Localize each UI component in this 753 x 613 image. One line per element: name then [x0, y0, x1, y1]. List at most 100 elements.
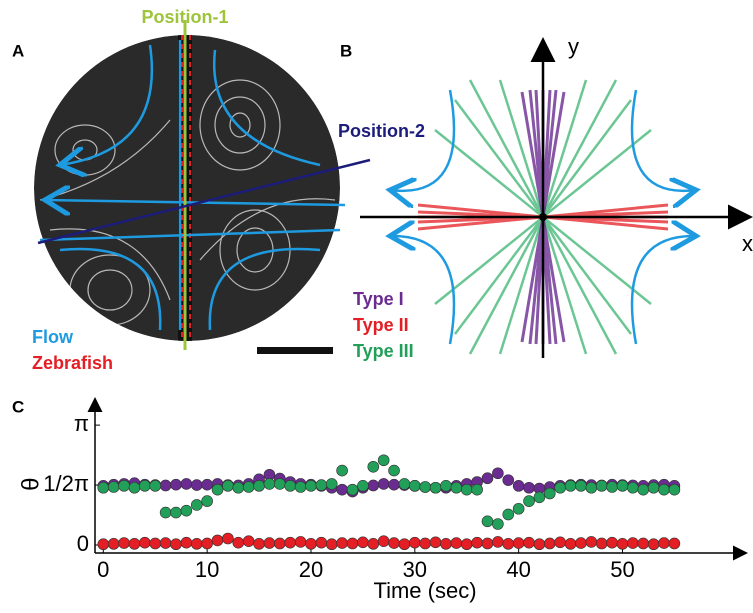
dot [492, 519, 503, 530]
dot [617, 538, 628, 549]
dot [295, 481, 306, 492]
dot [233, 537, 244, 548]
dot [378, 536, 389, 547]
dot [170, 507, 181, 518]
dot [233, 482, 244, 493]
figure: A Position-1 Position-2 Flow Zebrafish B [0, 0, 753, 608]
dot [440, 538, 451, 549]
dot [482, 473, 493, 484]
dot [617, 480, 628, 491]
dot [119, 538, 130, 549]
dot [389, 465, 400, 476]
y-tick-label: 1/2π [43, 471, 89, 496]
dot [430, 537, 441, 548]
dot [170, 479, 181, 490]
dot [420, 538, 431, 549]
dot [575, 538, 586, 549]
axis-label: x [742, 231, 753, 256]
dot [389, 538, 400, 549]
dot [524, 482, 535, 493]
dot [160, 538, 171, 549]
dot [285, 480, 296, 491]
y-tick-label: 0 [77, 531, 89, 556]
dot [264, 478, 275, 489]
dot [119, 480, 130, 491]
dot [160, 480, 171, 491]
dot [274, 478, 285, 489]
dot [181, 537, 192, 548]
dot [482, 538, 493, 549]
dot [316, 537, 327, 548]
dot [305, 480, 316, 491]
dot [139, 537, 150, 548]
y-tick-label: π [74, 411, 89, 436]
dot [513, 503, 524, 514]
dot [129, 538, 140, 549]
dot [669, 538, 680, 549]
dot [586, 482, 597, 493]
dot [575, 480, 586, 491]
panel-label: B [340, 41, 352, 60]
dot [108, 481, 119, 492]
dot [472, 484, 483, 495]
dot [534, 492, 545, 503]
x-tick-label: 20 [299, 557, 323, 582]
dot [129, 482, 140, 493]
dot [503, 509, 514, 520]
dot [357, 537, 368, 548]
dot [565, 480, 576, 491]
dot [357, 480, 368, 491]
dot [202, 496, 213, 507]
dot [472, 537, 483, 548]
dot [492, 468, 503, 479]
scale-bar [257, 347, 333, 354]
dot [212, 484, 223, 495]
dot [648, 482, 659, 493]
dot [139, 480, 150, 491]
dot [503, 538, 514, 549]
x-tick-label: 40 [506, 557, 530, 582]
dot [440, 480, 451, 491]
dot [596, 480, 607, 491]
dot [150, 538, 161, 549]
position-2-label: Position-2 [338, 121, 425, 141]
axis-label: y [568, 34, 579, 59]
dot [607, 537, 618, 548]
dot [524, 496, 535, 507]
dot [108, 538, 119, 549]
page: {"panels": {"a": {"label": "A", "positio… [0, 0, 753, 608]
dot [524, 537, 535, 548]
dot [544, 538, 555, 549]
dot [98, 539, 109, 550]
dot [461, 539, 472, 550]
dot [420, 481, 431, 492]
dot [534, 539, 545, 550]
dot [254, 538, 265, 549]
panel-label: A [12, 41, 24, 60]
position-1-label: Position-1 [141, 7, 228, 27]
dot [181, 478, 192, 489]
dot [274, 538, 285, 549]
dot [513, 538, 524, 549]
dot [326, 539, 337, 550]
dot [544, 488, 555, 499]
x-tick-label: 50 [610, 557, 634, 582]
dot [181, 505, 192, 516]
dot [451, 538, 462, 549]
dot [368, 461, 379, 472]
dot [150, 480, 161, 491]
dot [482, 516, 493, 527]
dot [638, 538, 649, 549]
x-tick-label: 0 [97, 557, 109, 582]
flow-label: Flow [32, 327, 74, 347]
dot [337, 465, 348, 476]
x-tick-label: 10 [195, 557, 219, 582]
dot [254, 480, 265, 491]
dot [222, 480, 233, 491]
dot [513, 480, 524, 491]
dot [461, 484, 472, 495]
dot [659, 484, 670, 495]
dot [285, 537, 296, 548]
diagram [360, 42, 748, 358]
